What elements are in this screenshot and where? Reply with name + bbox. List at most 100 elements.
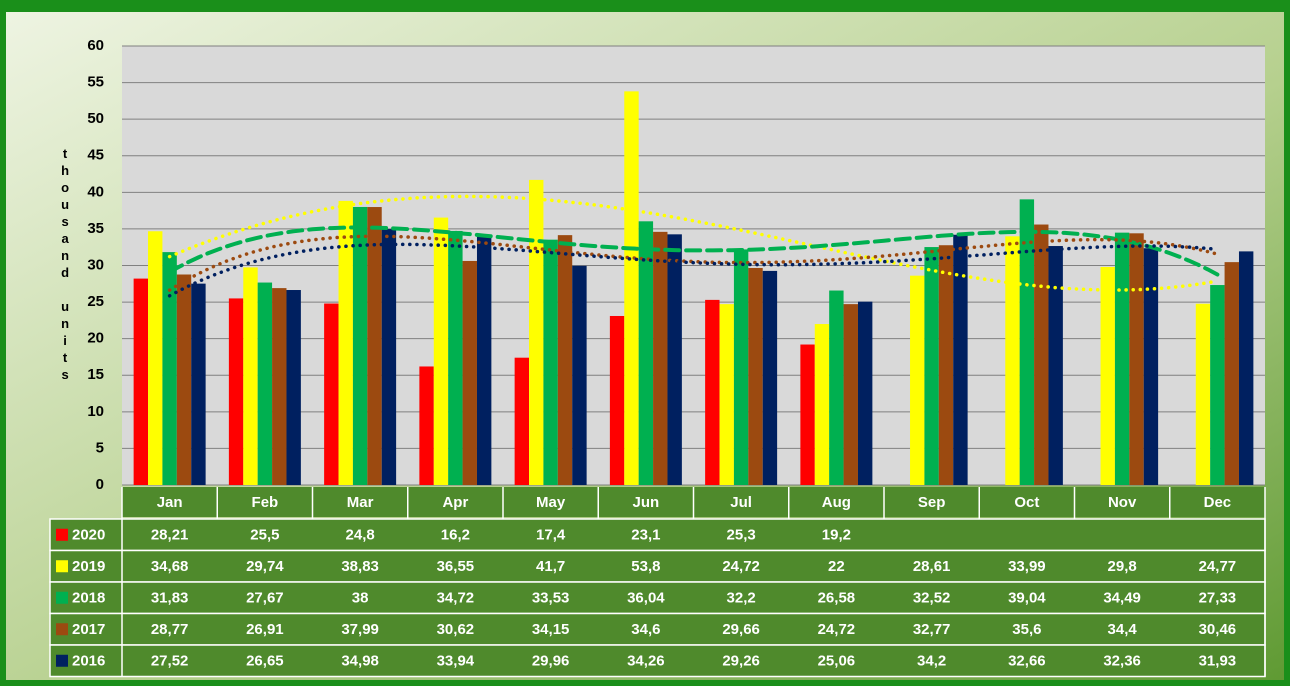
table-value: 23,1 (631, 527, 660, 544)
x-tick-label: Aug (822, 494, 851, 511)
bar (272, 288, 287, 485)
legend-key (56, 591, 68, 604)
bar (191, 283, 206, 485)
bar (381, 229, 397, 485)
x-tick-label: Nov (1108, 494, 1137, 511)
bar (1034, 224, 1049, 485)
y-tick-label: 40 (87, 183, 104, 200)
legend-key (56, 528, 68, 541)
table-value: 33,53 (532, 590, 570, 607)
bar (800, 344, 815, 485)
bar (462, 260, 477, 485)
bar (733, 249, 749, 485)
bar (448, 230, 463, 485)
trendline (167, 242, 1220, 298)
table-value: 27,52 (151, 653, 189, 670)
table-value: 38 (352, 590, 369, 607)
bar (133, 278, 149, 485)
table-row-bg (49, 518, 1266, 552)
x-tick-label: Jul (730, 494, 752, 511)
table-value: 29,96 (532, 653, 570, 670)
bar (938, 245, 954, 485)
table-value: 32,66 (1008, 653, 1046, 670)
x-tick-label: Oct (1014, 494, 1039, 511)
bar (1129, 233, 1144, 485)
table-value: 24,72 (818, 621, 856, 638)
x-tick-label: Jan (157, 494, 183, 511)
bar (352, 206, 368, 485)
bar (719, 304, 734, 485)
table-row-bg (49, 644, 1266, 678)
table-value: 39,04 (1008, 590, 1046, 607)
table-value: 32,2 (727, 590, 756, 607)
table-value: 29,8 (1108, 558, 1137, 575)
table-value: 34,72 (437, 590, 475, 607)
table-value: 25,3 (727, 527, 756, 544)
bar (924, 247, 939, 485)
table-value: 17,4 (536, 527, 566, 544)
bar (1143, 248, 1159, 485)
table-value: 27,33 (1199, 590, 1237, 607)
bar (638, 221, 654, 486)
legend-key (56, 623, 68, 636)
bar (609, 315, 625, 485)
bar (953, 234, 968, 485)
y-tick-label: 45 (87, 147, 104, 164)
table-value: 34,4 (1108, 621, 1138, 638)
table-value: 29,26 (722, 653, 760, 670)
trendline (167, 234, 1220, 292)
y-tick-label: 20 (87, 330, 104, 347)
table-row-bg (49, 581, 1266, 615)
bar (1114, 232, 1130, 485)
table-value: 30,62 (437, 621, 475, 638)
y-tick-label: 55 (87, 74, 104, 91)
bar (433, 217, 449, 485)
bar (653, 231, 668, 485)
bar (367, 207, 382, 485)
bar (324, 303, 339, 485)
table-value: 28,61 (913, 558, 951, 575)
table-value: 24,77 (1199, 558, 1237, 575)
table-value: 37,99 (341, 621, 379, 638)
bar (514, 357, 530, 485)
bar (857, 301, 873, 485)
legend-label: 2019 (72, 558, 105, 575)
y-tick-label: 60 (87, 37, 104, 54)
bar (286, 290, 301, 485)
table-value: 28,77 (151, 621, 189, 638)
table-value: 31,93 (1199, 653, 1237, 670)
bar (1048, 246, 1063, 485)
table-value: 33,94 (437, 653, 475, 670)
bar (762, 270, 778, 485)
x-tick-label: Apr (442, 494, 468, 511)
table-value: 34,68 (151, 558, 189, 575)
x-tick-label: Mar (347, 494, 374, 511)
bar (1210, 285, 1225, 485)
table-value: 24,8 (346, 527, 375, 544)
table-value: 36,04 (627, 590, 665, 607)
y-tick-label: 15 (87, 366, 104, 383)
y-tick-label: 10 (87, 403, 104, 420)
table-value: 38,83 (341, 558, 379, 575)
bar (843, 304, 858, 485)
table-value: 34,98 (341, 653, 379, 670)
table-value: 53,8 (631, 558, 660, 575)
table-value: 26,65 (246, 653, 284, 670)
bar (814, 324, 830, 485)
table-value: 28,21 (151, 527, 189, 544)
table-value: 36,55 (437, 558, 475, 575)
y-tick-label: 5 (96, 439, 104, 456)
bar (624, 91, 639, 485)
bar (910, 275, 925, 485)
bar (667, 234, 682, 485)
table-value: 33,99 (1008, 558, 1046, 575)
bar (257, 282, 273, 485)
bar (338, 200, 353, 485)
bar (1224, 262, 1239, 485)
y-tick-label: 50 (87, 110, 104, 127)
bar (705, 299, 720, 485)
bar (529, 179, 544, 485)
table-value: 41,7 (536, 558, 565, 575)
bar (1100, 266, 1115, 485)
